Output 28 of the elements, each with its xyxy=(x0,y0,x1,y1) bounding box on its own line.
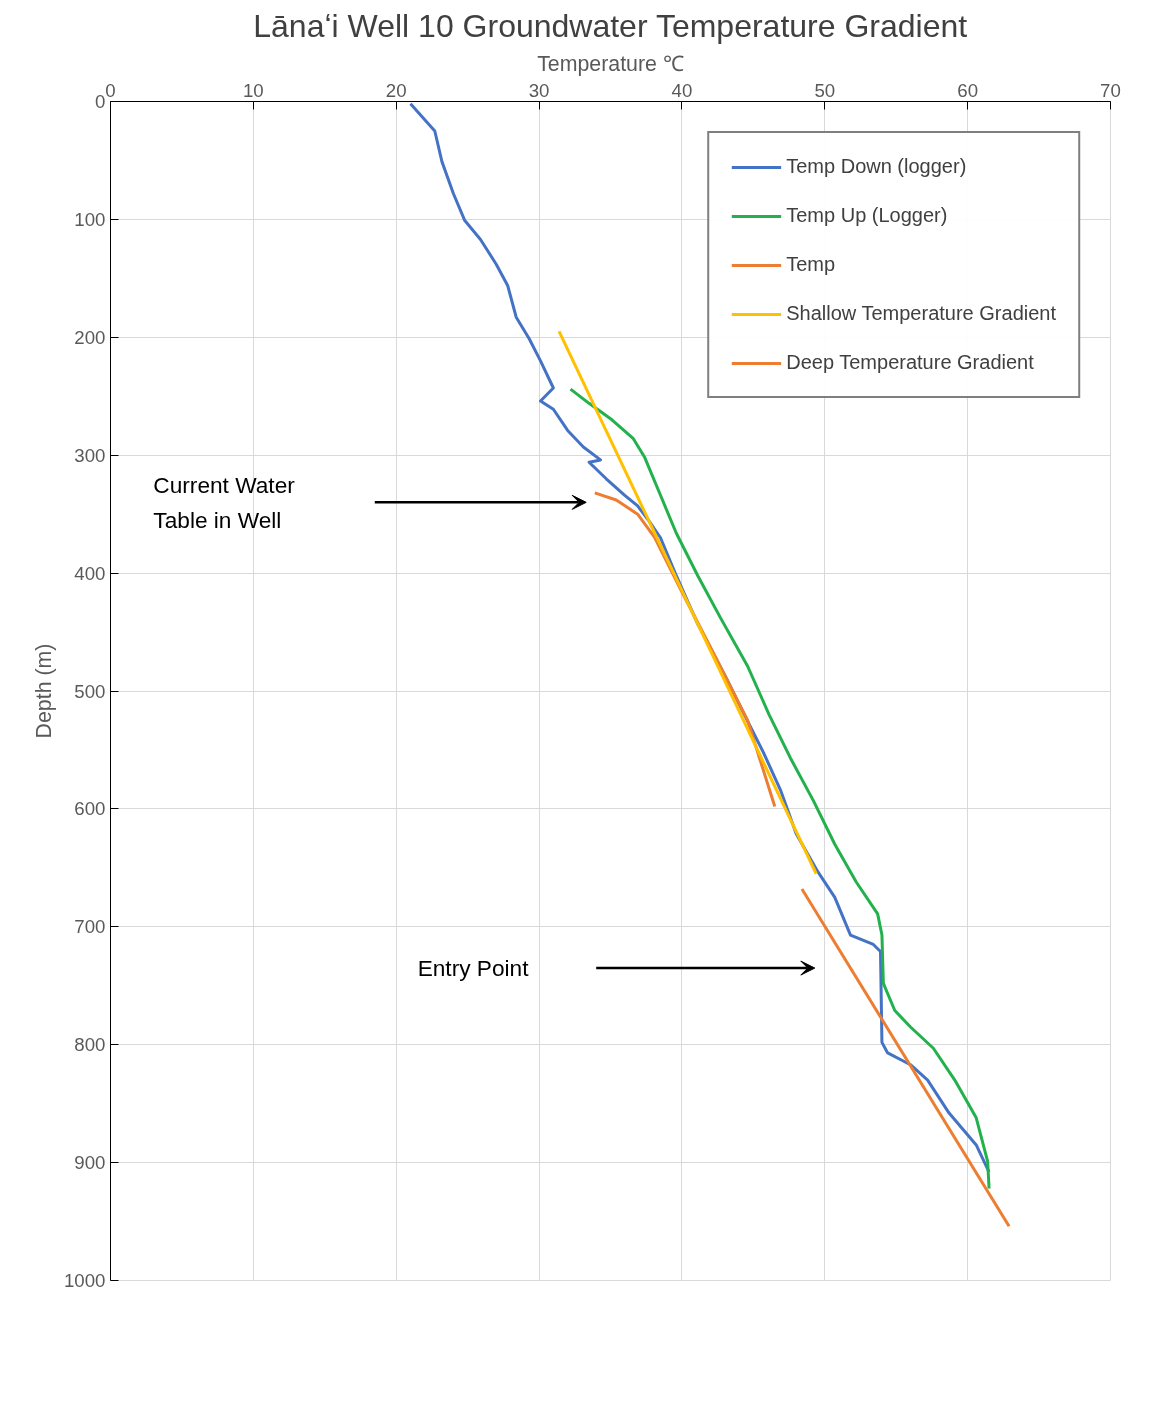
x-tick-label: 20 xyxy=(385,79,407,101)
y-tick-label: 300 xyxy=(74,444,106,466)
annotation: Entry Point xyxy=(417,955,530,982)
chart-title: Lānaʻi Well 10 Groundwater Temperature Gradient xyxy=(253,7,968,44)
y-tick-label: 600 xyxy=(74,798,106,820)
x-tick-label: 50 xyxy=(814,79,836,101)
y-tick-label: 800 xyxy=(74,1034,106,1056)
x-tick-label: 40 xyxy=(671,79,693,101)
y-tick-label: 500 xyxy=(74,680,106,702)
x-tick-label: 30 xyxy=(528,79,550,101)
x-tick-label: 60 xyxy=(957,79,979,101)
y-tick-label: 400 xyxy=(74,562,106,584)
legend-label: Temp Up (Logger) xyxy=(786,204,948,227)
legend-label: Deep Temperature Gradient xyxy=(786,351,1034,374)
y-tick-label: 900 xyxy=(74,1152,106,1174)
annotation: Current Water Table in Well xyxy=(153,471,296,534)
y-tick-label: 100 xyxy=(74,208,106,230)
y-axis-title: Depth (m) xyxy=(32,643,56,739)
y-tick-label: 700 xyxy=(74,916,106,938)
x-axis-title: Temperature ℃ xyxy=(537,51,684,76)
legend-label: Temp xyxy=(786,253,836,276)
y-tick-label: 200 xyxy=(74,326,106,348)
legend-label: Temp Down (logger) xyxy=(786,155,967,178)
x-tick-label: 10 xyxy=(242,79,264,101)
y-tick-label: 1000 xyxy=(64,1270,106,1291)
legend-label: Shallow Temperature Gradient xyxy=(786,302,1056,325)
line-series xyxy=(569,387,991,1191)
x-tick-label: 70 xyxy=(1100,79,1121,101)
